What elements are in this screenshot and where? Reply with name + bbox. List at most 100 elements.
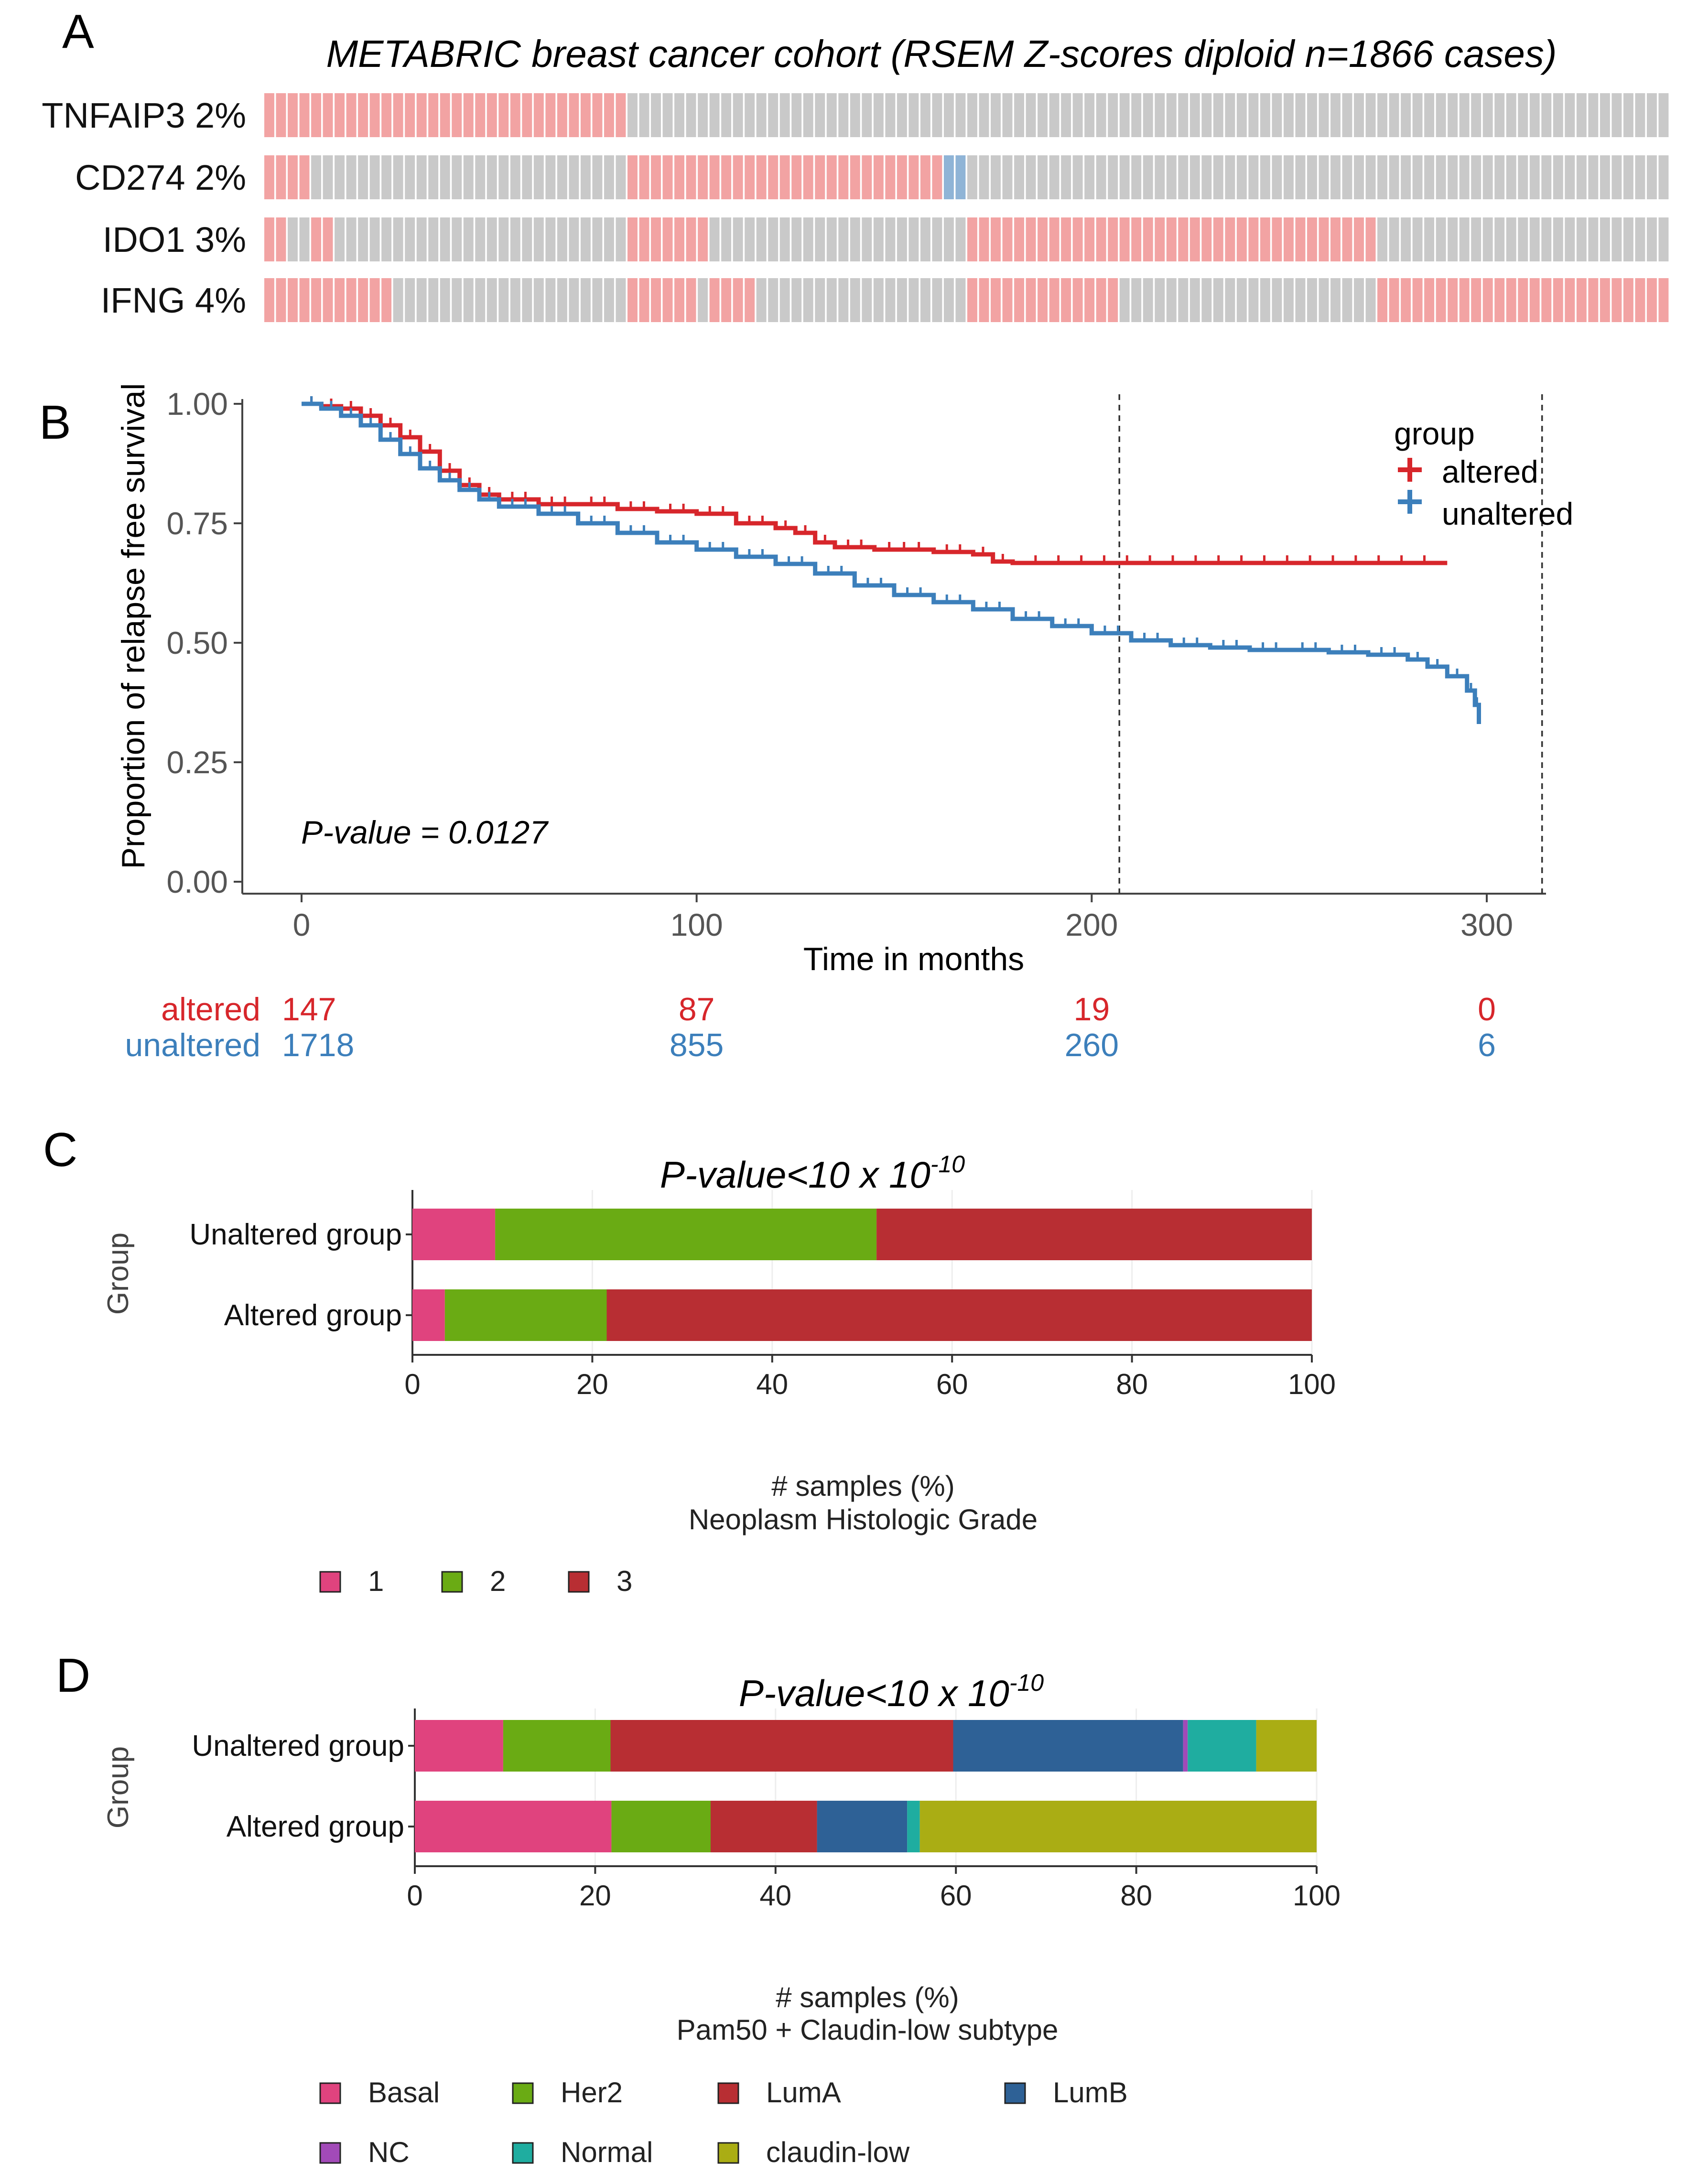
oncoprint-cell (1190, 93, 1200, 137)
panel-c-title-superscript: -10 (930, 1151, 965, 1178)
oncoprint-label-ifng: IFNG 4% (101, 281, 246, 320)
oncoprint-cell (405, 217, 415, 261)
oncoprint-cell (1038, 217, 1048, 261)
oncoprint-cell (369, 217, 380, 261)
oncoprint-cell (335, 93, 345, 137)
legend-swatch (441, 1571, 463, 1593)
oncoprint-cell (369, 93, 380, 137)
oncoprint-cell (768, 278, 779, 322)
oncoprint-cell (1096, 217, 1106, 261)
oncoprint-cell (662, 217, 673, 261)
oncoprint-cell (967, 155, 977, 199)
oncoprint-cell (1272, 278, 1282, 322)
oncoprint-cell (1506, 217, 1516, 261)
oncoprint-cell (1623, 155, 1633, 199)
oncoprint-cell (698, 93, 708, 137)
oncoprint-cell (1576, 93, 1587, 137)
oncoprint-cell (1529, 93, 1540, 137)
oncoprint-cell (1377, 278, 1387, 322)
oncoprint-cell (1248, 93, 1259, 137)
oncoprint-cell (1002, 278, 1013, 322)
oncoprint-cell (662, 155, 673, 199)
oncoprint-cell (1330, 217, 1341, 261)
oncoprint-cell (569, 278, 579, 322)
oncoprint-cell (979, 155, 989, 199)
oncoprint-cell (1471, 155, 1482, 199)
category-label: Altered group (224, 1299, 402, 1332)
oncoprint-cell (1330, 278, 1341, 322)
oncoprint-cell (1072, 93, 1083, 137)
oncoprint-cell (498, 155, 509, 199)
oncoprint-cell (920, 155, 930, 199)
oncoprint-cell (1354, 278, 1364, 322)
legend-swatch (319, 2082, 341, 2104)
oncoprint-cell (815, 93, 825, 137)
km-censor-marks-altered (310, 396, 1426, 565)
oncoprint-bars (264, 93, 1669, 322)
oncoprint-cell (873, 217, 884, 261)
oncoprint-cell (1155, 155, 1165, 199)
legend-label: LumA (766, 2076, 841, 2108)
oncoprint-cell (709, 93, 720, 137)
panel-c-x-axis-label: # samples (%) (771, 1470, 954, 1502)
oncoprint-cell (1342, 278, 1352, 322)
oncoprint-cell (1236, 155, 1247, 199)
legend-label: 1 (368, 1565, 384, 1597)
oncoprint-cell (862, 217, 872, 261)
oncoprint-cell (768, 217, 779, 261)
legend-item-claudin-low: claudin-low (717, 2136, 910, 2168)
oncoprint-cell (452, 93, 462, 137)
oncoprint-cell (1319, 217, 1329, 261)
oncoprint-cell (756, 93, 767, 137)
bar-segment-Basal (415, 1720, 503, 1772)
oncoprint-cell (932, 217, 942, 261)
oncoprint-cell (533, 93, 544, 137)
oncoprint-cell (1084, 155, 1095, 199)
oncoprint-cell (1236, 93, 1247, 137)
oncoprint-cell (651, 217, 661, 261)
oncoprint-cell (428, 155, 439, 199)
oncoprint-cell (452, 155, 462, 199)
oncoprint-cell (1646, 278, 1657, 322)
oncoprint-cell (510, 155, 520, 199)
oncoprint-cell (967, 93, 977, 137)
oncoprint-cell (428, 278, 439, 322)
oncoprint-cell (1588, 278, 1599, 322)
oncoprint-cell (1072, 155, 1083, 199)
oncoprint-cell (1236, 217, 1247, 261)
oncoprint-cell (1436, 155, 1446, 199)
oncoprint-cell (557, 93, 567, 137)
oncoprint-cell (522, 93, 532, 137)
oncoprint-row-tnfaip3 (264, 93, 1669, 137)
oncoprint-cell (1412, 217, 1423, 261)
bar-segment-1 (412, 1209, 496, 1260)
oncoprint-cell (791, 93, 802, 137)
oncoprint-cell (288, 93, 298, 137)
oncoprint-cell (850, 278, 860, 322)
oncoprint-cell (569, 155, 579, 199)
oncoprint-cell (545, 93, 556, 137)
oncoprint-cell (745, 278, 755, 322)
oncoprint-cell (1565, 217, 1575, 261)
oncoprint-cell (1178, 93, 1189, 137)
oncoprint-cell (604, 278, 614, 322)
oncoprint-cell (1131, 93, 1142, 137)
oncoprint-cell (346, 217, 357, 261)
oncoprint-cell (264, 155, 274, 199)
km-y-tick-label: 0.00 (167, 864, 228, 899)
legend-item-1: 1 (319, 1565, 384, 1597)
oncoprint-cell (1201, 217, 1212, 261)
oncoprint-cell (498, 93, 509, 137)
km-y-ticks: 0.00 0.25 0.50 0.75 1.00 (167, 386, 242, 899)
oncoprint-cell (592, 155, 603, 199)
km-y-tick-label: 0.50 (167, 625, 228, 660)
x-tick-label: 100 (1288, 1368, 1336, 1400)
oncoprint-cell (358, 278, 368, 322)
oncoprint-cell (1084, 217, 1095, 261)
x-tick-label: 100 (1293, 1880, 1341, 1912)
oncoprint-cell (1448, 217, 1458, 261)
risk-table-value-unaltered: 260 (1065, 1027, 1119, 1063)
legend-item-2: 2 (441, 1565, 506, 1597)
oncoprint-cell (323, 155, 333, 199)
oncoprint-cell (1658, 278, 1669, 322)
